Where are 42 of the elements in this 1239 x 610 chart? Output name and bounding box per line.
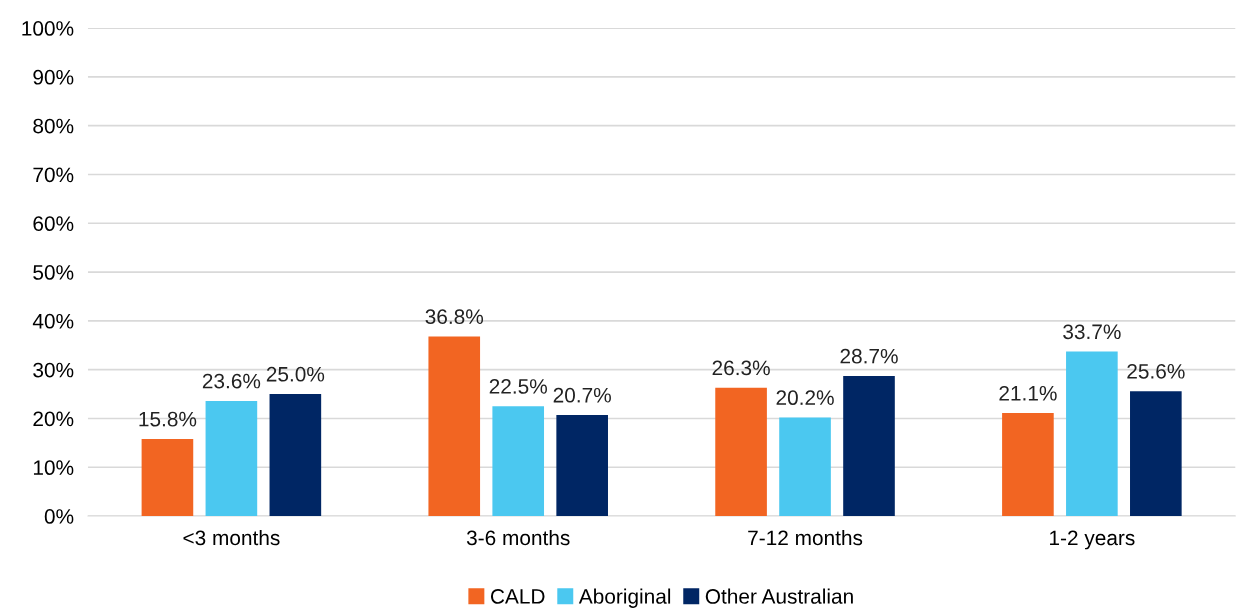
x-tick-label: 7-12 months [748, 529, 863, 546]
y-tick-label: 80% [33, 118, 74, 134]
y-tick-label: 10% [33, 460, 74, 476]
x-tick-label: 3-6 months [466, 529, 570, 546]
legend-label: Other Australian [705, 588, 853, 604]
bar [556, 415, 608, 517]
legend-label: CALD [490, 589, 545, 604]
bar [1066, 351, 1118, 517]
y-tick-label: 0% [44, 509, 74, 524]
y-tick-label: 20% [33, 411, 74, 427]
y-tick-label: 90% [33, 69, 74, 85]
data-label: 25.0% [266, 366, 325, 382]
y-tick-label: 50% [33, 265, 74, 280]
data-label: 22.5% [489, 379, 548, 394]
data-label: 25.6% [1127, 363, 1185, 379]
y-tick-label: 60% [33, 216, 74, 232]
bar [715, 387, 767, 517]
data-label: 33.7% [1063, 324, 1121, 340]
data-label: 21.1% [999, 385, 1057, 401]
bar [492, 406, 545, 517]
y-tick-label: 100% [22, 21, 74, 36]
bar [141, 438, 194, 517]
data-label: 15.8% [139, 411, 197, 427]
legend-label: Aboriginal [578, 588, 671, 608]
x-tick-label: <3 months [183, 529, 280, 546]
y-tick-label: 70% [33, 167, 74, 183]
data-label: 20.2% [776, 390, 834, 406]
data-label: 23.6% [202, 373, 261, 389]
bar [269, 394, 322, 517]
data-label: 36.8% [425, 309, 484, 325]
bar [779, 417, 831, 517]
bar [1130, 391, 1182, 517]
bar [843, 376, 895, 517]
x-tick-label: 1-2 years [1050, 530, 1135, 550]
y-tick-label: 40% [32, 313, 74, 329]
data-label: 28.7% [840, 348, 898, 364]
bar [1002, 413, 1054, 517]
y-tick-label: 30% [33, 362, 74, 378]
data-label: 20.7% [553, 387, 611, 403]
bar [428, 336, 481, 517]
data-label: 26.3% [712, 360, 770, 376]
bar [205, 400, 258, 517]
